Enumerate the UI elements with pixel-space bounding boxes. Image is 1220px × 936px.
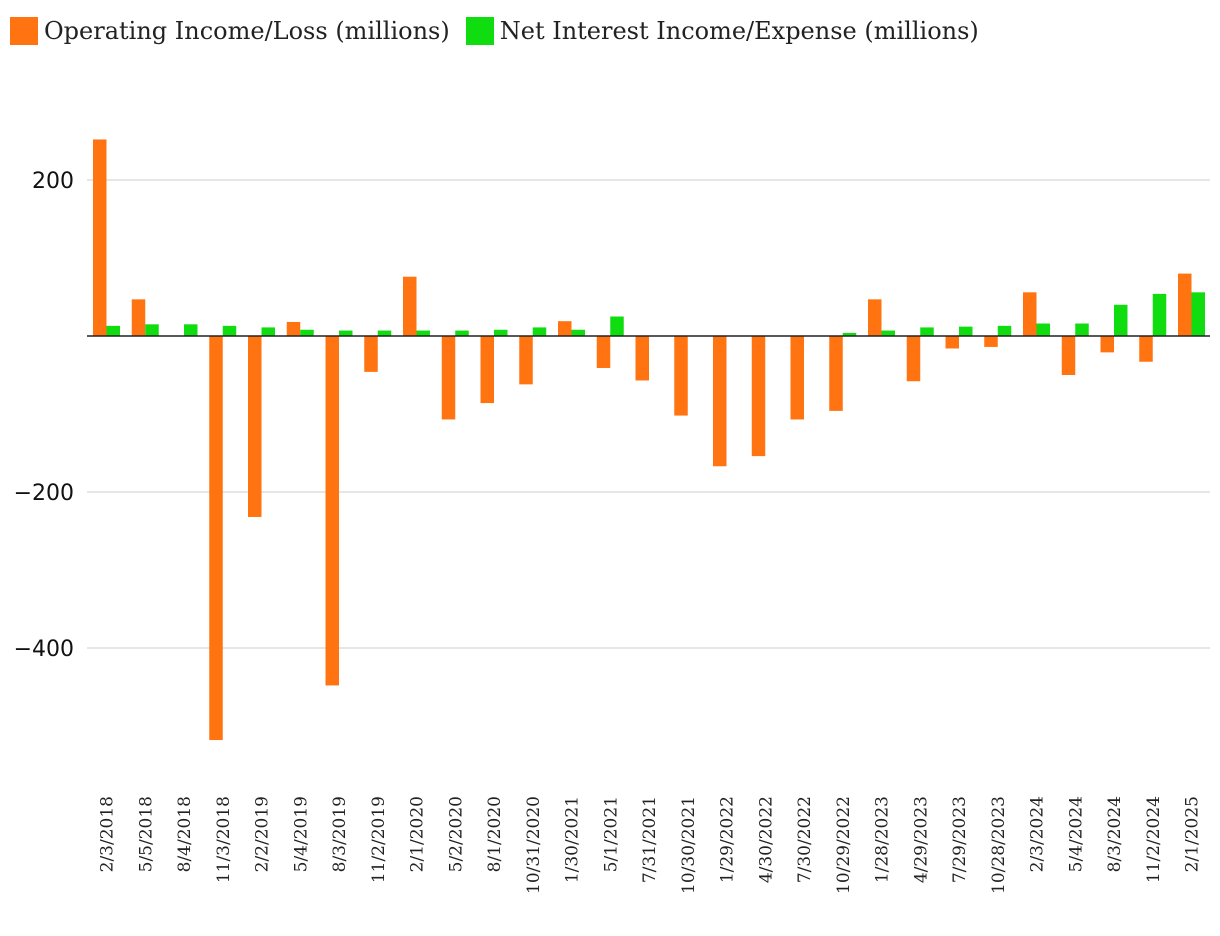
operating-bar[interactable] <box>209 336 223 741</box>
net-interest-bar[interactable] <box>106 325 121 336</box>
operating-bar[interactable] <box>131 299 146 336</box>
operating-bar[interactable] <box>519 336 533 385</box>
gridlines <box>87 179 1210 649</box>
x-tick-label: 8/3/2024 <box>1105 796 1125 872</box>
operating-bar[interactable] <box>558 321 572 336</box>
operating-bar[interactable] <box>945 336 960 349</box>
x-tick-label: 8/3/2019 <box>330 796 350 872</box>
x-axis-ticks: 2/3/2018 5/5/2018 8/4/2018 11/3/2018 2/2/201… <box>98 796 1203 894</box>
x-tick-label: 11/2/2019 <box>369 796 389 883</box>
bars <box>93 139 1206 741</box>
operating-bar[interactable] <box>1023 292 1037 336</box>
x-tick-label: 10/31/2020 <box>524 796 544 894</box>
x-tick-label: 10/28/2023 <box>989 796 1009 894</box>
operating-bar[interactable] <box>984 336 998 347</box>
x-tick-label: 2/3/2018 <box>98 796 118 872</box>
y-tick-label: 200 <box>32 169 74 194</box>
net-interest-bar[interactable] <box>494 329 508 336</box>
legend-item-operating[interactable]: Operating Income/Loss (millions) <box>10 17 450 45</box>
operating-bar[interactable] <box>248 336 262 517</box>
x-tick-label: 5/4/2019 <box>291 796 311 872</box>
operating-bar[interactable] <box>713 336 727 467</box>
legend-swatch-net-interest <box>465 17 494 45</box>
net-interest-bar[interactable] <box>1152 293 1167 336</box>
operating-bar[interactable] <box>751 336 766 457</box>
net-interest-bar[interactable] <box>1114 304 1128 336</box>
net-interest-bar[interactable] <box>532 327 547 336</box>
net-interest-bar[interactable] <box>222 325 237 336</box>
operating-bar[interactable] <box>364 336 378 372</box>
x-tick-label: 5/4/2024 <box>1066 796 1086 872</box>
x-tick-label: 4/30/2022 <box>756 796 776 883</box>
x-tick-label: 11/2/2024 <box>1144 796 1164 883</box>
net-interest-bar[interactable] <box>184 324 198 336</box>
legend-label-operating: Operating Income/Loss (millions) <box>44 17 450 45</box>
x-tick-label: 1/30/2021 <box>563 796 583 883</box>
operating-bar[interactable] <box>596 336 611 368</box>
net-interest-bar[interactable] <box>300 329 314 336</box>
x-tick-label: 2/1/2025 <box>1183 796 1203 872</box>
net-interest-bar[interactable] <box>959 326 973 336</box>
operating-bar[interactable] <box>1100 336 1115 353</box>
x-tick-label: 1/28/2023 <box>873 796 893 883</box>
legend-item-net-interest[interactable]: Net Interest Income/Expense (millions) <box>465 17 979 45</box>
legend-swatch-operating <box>10 17 38 45</box>
operating-bar[interactable] <box>674 336 688 416</box>
x-tick-label: 5/1/2021 <box>601 796 621 872</box>
x-tick-label: 2/3/2024 <box>1028 796 1048 872</box>
x-tick-label: 1/29/2022 <box>718 796 738 883</box>
operating-bar[interactable] <box>93 139 107 336</box>
net-interest-bar[interactable] <box>145 324 159 336</box>
legend: Operating Income/Loss (millions) Net Int… <box>10 14 995 48</box>
net-interest-bar[interactable] <box>881 330 896 336</box>
y-tick-label: −200 <box>14 481 74 506</box>
x-tick-label: 8/1/2020 <box>485 796 505 872</box>
x-tick-label: 7/31/2021 <box>640 796 660 883</box>
net-interest-bar[interactable] <box>1036 323 1051 336</box>
x-tick-label: 2/2/2019 <box>253 796 273 872</box>
operating-bar[interactable] <box>906 336 921 382</box>
net-interest-bar[interactable] <box>571 329 586 336</box>
operating-bar[interactable] <box>480 336 495 404</box>
x-tick-label: 5/2/2020 <box>446 796 466 872</box>
operating-bar[interactable] <box>868 299 882 336</box>
y-tick-label: −400 <box>14 637 74 662</box>
operating-bar[interactable] <box>403 276 417 336</box>
x-tick-label: 10/30/2021 <box>679 796 699 894</box>
net-interest-bar[interactable] <box>1191 292 1206 336</box>
operating-bar[interactable] <box>325 336 340 686</box>
operating-bar[interactable] <box>790 336 805 420</box>
operating-bar[interactable] <box>286 321 301 336</box>
y-axis-ticks: 200 −200 −400 <box>14 169 74 662</box>
legend-label-net-interest: Net Interest Income/Expense (millions) <box>499 17 979 45</box>
operating-bar[interactable] <box>829 336 843 411</box>
net-interest-bar[interactable] <box>842 332 857 336</box>
x-tick-label: 4/29/2023 <box>911 796 931 883</box>
x-tick-label: 8/4/2018 <box>175 796 195 872</box>
net-interest-bar[interactable] <box>377 330 392 336</box>
net-interest-bar[interactable] <box>455 330 469 336</box>
operating-bar[interactable] <box>1139 336 1153 362</box>
operating-bar[interactable] <box>1061 336 1076 375</box>
operating-bar[interactable] <box>635 336 650 381</box>
x-tick-label: 2/1/2020 <box>408 796 428 872</box>
x-tick-label: 7/29/2023 <box>950 796 970 883</box>
net-interest-bar[interactable] <box>416 330 431 336</box>
net-interest-bar[interactable] <box>339 330 353 336</box>
net-interest-bar[interactable] <box>1075 323 1089 336</box>
x-tick-label: 10/29/2022 <box>834 796 854 894</box>
net-interest-bar[interactable] <box>920 327 934 336</box>
operating-bar[interactable] <box>1178 273 1192 336</box>
net-interest-bar[interactable] <box>997 325 1012 336</box>
operating-bar[interactable] <box>441 336 456 420</box>
net-interest-bar[interactable] <box>610 316 624 337</box>
x-tick-label: 7/30/2022 <box>795 796 815 883</box>
x-tick-label: 11/3/2018 <box>214 796 234 883</box>
x-tick-label: 5/5/2018 <box>136 796 156 872</box>
net-interest-bar[interactable] <box>261 327 276 336</box>
